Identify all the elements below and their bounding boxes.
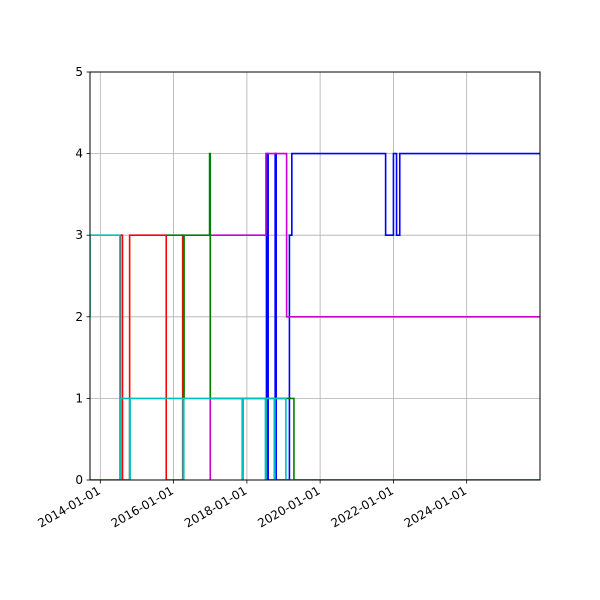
y-tick-label-4: 4 (75, 147, 83, 161)
y-tick-label-5: 5 (75, 65, 83, 79)
y-tick-label-0: 0 (75, 473, 83, 487)
x-tick-label-3: 2020-01-01 (255, 483, 322, 530)
x-tick-label-1: 2016-01-01 (109, 483, 176, 530)
x-tick-label-4: 2022-01-01 (329, 483, 396, 530)
grid-layer (90, 71, 540, 481)
series-line-2 (90, 234, 185, 480)
x-tick-label-2: 2018-01-01 (182, 483, 249, 530)
tick-layer (86, 71, 468, 484)
series-line-4 (90, 234, 540, 480)
plot-frame (89, 71, 541, 481)
y-tick-label-3: 3 (75, 228, 83, 242)
y-tick-label-2: 2 (75, 310, 83, 324)
y-tick-label-1: 1 (75, 391, 83, 405)
x-tick-label-0: 2014-01-01 (35, 483, 102, 530)
series-layer (90, 152, 540, 480)
series-line-3 (166, 152, 540, 480)
x-tick-label-5: 2024-01-01 (402, 483, 469, 530)
series-line-0 (265, 152, 540, 480)
